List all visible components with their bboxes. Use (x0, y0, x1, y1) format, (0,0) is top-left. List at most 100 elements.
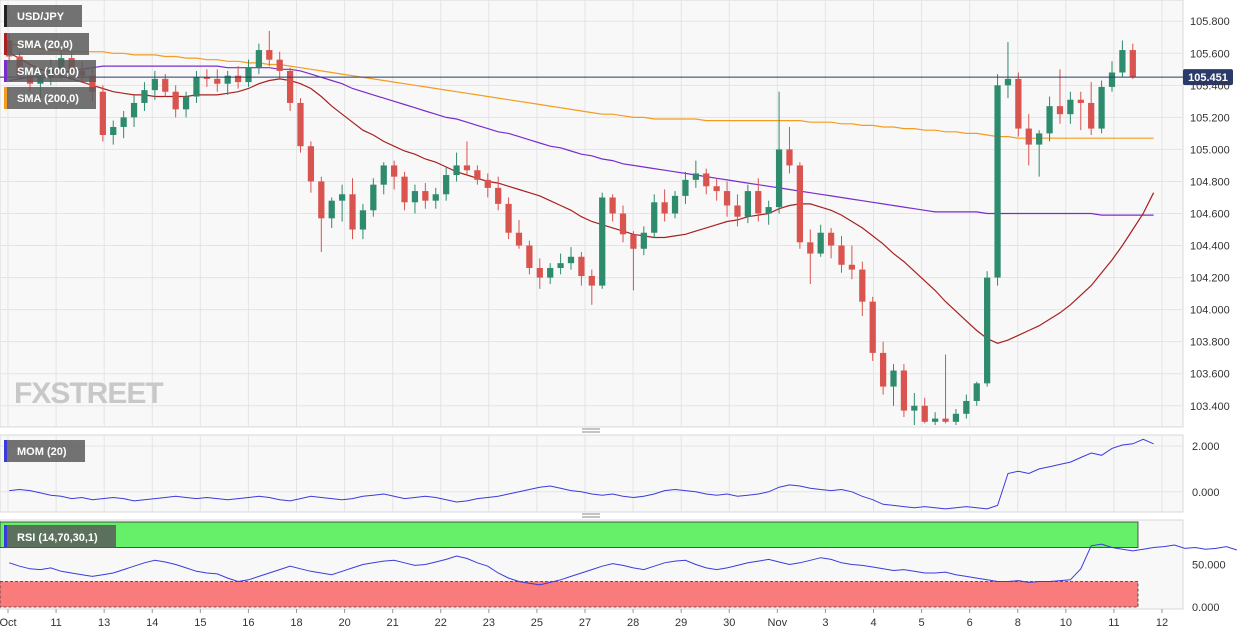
candle-body (110, 126, 117, 135)
last-price-label: 105.451 (1188, 72, 1228, 84)
candle-body (120, 117, 127, 127)
candle-body (859, 269, 866, 302)
y-tick-label: 105.400 (1190, 80, 1230, 92)
candle-body (984, 277, 991, 384)
candle-body (214, 78, 221, 84)
sma100-label: SMA (100,0) (17, 66, 79, 78)
candle-body (640, 232, 647, 249)
legend-rsi[interactable]: RSI (14,70,30,1) (4, 525, 116, 547)
x-tick-label: 29 (675, 617, 687, 629)
candle-body (338, 194, 346, 201)
x-tick-label: 5 (919, 617, 925, 629)
x-tick-label: Nov (768, 617, 788, 629)
candle-body (1015, 78, 1022, 129)
y-tick-label: 103.800 (1190, 337, 1230, 349)
y-tick-label: 103.600 (1190, 369, 1230, 381)
candle-body (567, 256, 575, 264)
rsi-overbought-zone (0, 521, 1139, 548)
candle-body (578, 256, 585, 276)
panel-resize-handle[interactable] (582, 513, 600, 518)
candle-body (443, 175, 450, 195)
candle-body (817, 232, 824, 254)
candle-body (151, 78, 158, 91)
candle-body (255, 50, 263, 68)
candle-body (869, 301, 876, 353)
candle-body (307, 146, 315, 182)
moving-averages (8, 43, 1155, 344)
candle-body (963, 400, 970, 414)
candle-body (890, 370, 897, 387)
candle-body (141, 90, 148, 103)
x-tick-label: 12 (1156, 617, 1168, 629)
y-tick-label: 50.000 (1192, 560, 1226, 572)
candle-body (495, 187, 502, 204)
candle-body (1025, 128, 1032, 145)
rsi-oversold-zone (0, 581, 1139, 608)
rsi-label: RSI (14,70,30,1) (17, 532, 98, 544)
candle-body (973, 383, 980, 401)
candle-body (391, 165, 398, 177)
candle-body (1098, 86, 1105, 129)
candle-body (266, 50, 273, 60)
x-tick-label: 4 (870, 617, 876, 629)
candle-body (484, 179, 491, 188)
candle-body (1056, 106, 1064, 115)
y-tick-label: 104.400 (1190, 241, 1230, 253)
candle-body (422, 191, 429, 201)
y-tick-label: 2.000 (1192, 441, 1220, 453)
sma200-label: SMA (200,0) (17, 93, 79, 105)
candle-body (786, 149, 793, 166)
candle-body (682, 179, 689, 196)
symbol-label: USD/JPY (17, 11, 65, 23)
x-tick-label: 13 (98, 617, 110, 629)
candle-body (162, 78, 169, 92)
candle-body (328, 200, 335, 219)
candle-body (234, 75, 242, 83)
legend-symbol[interactable]: USD/JPY (4, 5, 82, 27)
candle-body (879, 352, 887, 387)
candle-body (921, 405, 928, 422)
candle-body (411, 191, 419, 203)
y-tick-label: 105.600 (1190, 48, 1230, 60)
x-tick-label: 15 (194, 617, 206, 629)
y-axis: 105.800 105.600 105.400 105.200 105.000 104.8… (1190, 16, 1230, 614)
candle-body (297, 102, 304, 147)
candle-body (286, 70, 294, 103)
candle-body (536, 267, 543, 278)
candle-body (630, 234, 637, 249)
candle-body (463, 165, 471, 171)
x-tick-label: Oct (0, 617, 17, 629)
panel-resize-handle[interactable] (582, 428, 600, 433)
y-tick-label: 105.200 (1190, 112, 1230, 124)
candle-body (703, 173, 710, 187)
candle-body (432, 194, 439, 201)
rsi-line (9, 543, 1237, 586)
candle-body (1088, 102, 1095, 129)
legend-sma200[interactable]: SMA (200,0) (4, 87, 96, 109)
legend-momentum[interactable]: MOM (20) (4, 440, 85, 462)
y-tick-label: 103.400 (1190, 401, 1230, 413)
legend-sma20[interactable]: SMA (20,0) (4, 33, 89, 55)
x-tick-label: 11 (1108, 617, 1119, 629)
candle-body (744, 191, 751, 217)
legend-sma100[interactable]: SMA (100,0) (4, 60, 96, 82)
candle-body (349, 194, 356, 230)
momentum-panel (0, 434, 1184, 513)
candle-body (526, 245, 533, 268)
candle-body (932, 418, 939, 422)
x-tick-label: 18 (290, 617, 302, 629)
candle-body (796, 165, 804, 243)
candle-body (599, 197, 606, 286)
candle-body (911, 405, 918, 411)
candle-body (245, 67, 252, 83)
x-tick-label: 10 (1060, 617, 1072, 629)
candle-body (671, 195, 679, 214)
candle-body (713, 186, 720, 192)
candle-body (734, 205, 741, 217)
candle-body (1129, 50, 1136, 78)
candle-body (692, 173, 699, 180)
candle-body (1067, 99, 1074, 115)
candle-body (182, 96, 190, 110)
candle-body (453, 165, 460, 176)
